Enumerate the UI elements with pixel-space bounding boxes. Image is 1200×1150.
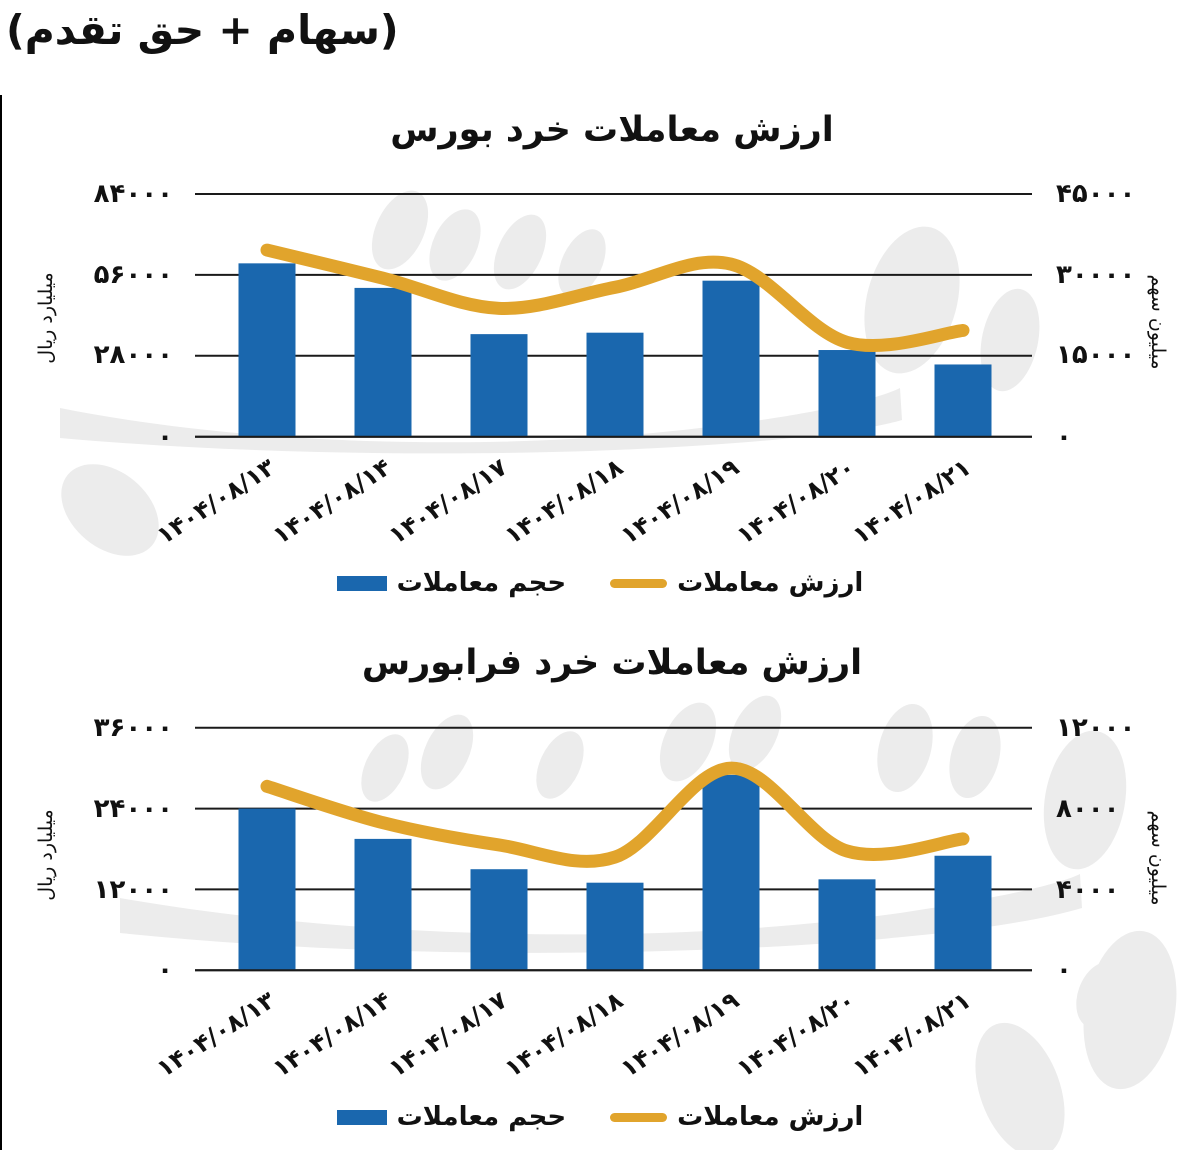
bar-series-swatch [336, 575, 387, 591]
bar [702, 774, 760, 971]
line-series [260, 761, 970, 868]
axis-tick-label: ۰ [157, 955, 173, 985]
axis-tick-label: ۳۶۰۰۰ [93, 713, 173, 743]
legend-label: حجم معاملات [396, 568, 567, 598]
chart2-left-axis-title: میلیارد ریال [35, 809, 57, 901]
chart2-legend: حجم معاملات ارزش معاملات [0, 1100, 1200, 1134]
left-border-line [0, 95, 2, 1150]
chart1-left-axis-title: میلیارد ریال [35, 272, 57, 364]
legend-item-value: ارزش معاملات [610, 568, 863, 598]
bar [354, 287, 412, 437]
axis-tick-label: ۴۰۰۰ [1056, 875, 1120, 905]
bar [934, 855, 992, 971]
axis-tick-label: ۱۲۰۰۰ [93, 875, 173, 905]
bar [238, 263, 296, 437]
line-series [260, 243, 970, 352]
axis-tick-label: ۱۵۰۰۰ [1056, 340, 1136, 370]
line-series-swatch [610, 1112, 668, 1122]
axis-tick-label: ۵۶۰۰۰ [93, 260, 173, 290]
bar [586, 332, 644, 437]
bar [934, 364, 992, 437]
bar [702, 280, 760, 437]
chart2-title: ارزش معاملات خرد فرابورس [361, 643, 863, 683]
chart1-right-axis-title: میلیون سهم [1147, 274, 1169, 370]
axis-tick-label: ۱۲۰۰۰ [1056, 713, 1136, 743]
legend-label: ارزش معاملات [677, 568, 864, 598]
header-note: (سهام + حق تقدم) [6, 6, 399, 54]
axis-tick-label: ۸۰۰۰ [1056, 794, 1120, 824]
axis-tick-label: ۸۴۰۰۰ [93, 179, 173, 209]
line-series-swatch [610, 578, 668, 588]
axis-tick-label: ۴۵۰۰۰ [1056, 179, 1136, 209]
axis-tick-label: ۰ [1056, 422, 1072, 452]
axis-tick-label: ۰ [1056, 955, 1072, 985]
axis-tick-label: ۲۴۰۰۰ [93, 794, 173, 824]
chart1-legend: حجم معاملات ارزش معاملات [0, 566, 1200, 600]
bar [586, 882, 644, 971]
bar-series-swatch [336, 1109, 387, 1125]
bar [354, 838, 412, 971]
bar [818, 350, 876, 437]
legend-item-volume: حجم معاملات [336, 568, 567, 598]
axis-tick-label: ۰ [157, 422, 173, 452]
legend-label: ارزش معاملات [677, 1102, 864, 1132]
legend-item-volume: حجم معاملات [336, 1102, 567, 1132]
bar [818, 879, 876, 971]
bar [238, 808, 296, 971]
legend-label: حجم معاملات [396, 1102, 567, 1132]
bar [470, 869, 528, 971]
axis-tick-label: ۲۸۰۰۰ [93, 340, 173, 370]
axis-tick-label: ۳۰۰۰۰ [1056, 260, 1136, 290]
chart2-right-axis-title: میلیون سهم [1147, 810, 1169, 906]
legend-item-value: ارزش معاملات [610, 1102, 863, 1132]
bar [470, 334, 528, 437]
chart1-title: ارزش معاملات خرد بورس [390, 110, 834, 150]
